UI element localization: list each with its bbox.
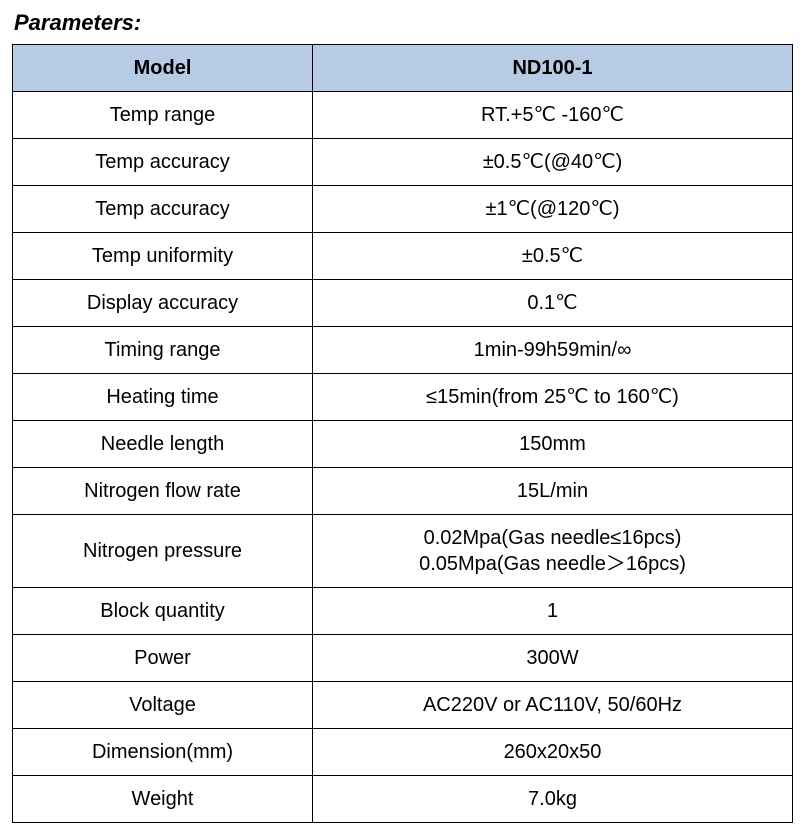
row-label: Nitrogen pressure <box>13 515 313 588</box>
row-label: Heating time <box>13 374 313 421</box>
table-row: Heating time≤15min(from 25℃ to 160℃) <box>13 374 793 421</box>
table-row: Nitrogen pressure0.02Mpa(Gas needle≤16pc… <box>13 515 793 588</box>
table-row: Temp accuracy±1℃(@120℃) <box>13 186 793 233</box>
row-value: 0.1℃ <box>313 280 793 327</box>
row-value: ±0.5℃(@40℃) <box>313 139 793 186</box>
row-label: Needle length <box>13 421 313 468</box>
row-value: 15L/min <box>313 468 793 515</box>
table-row: Temp rangeRT.+5℃ -160℃ <box>13 92 793 139</box>
table-header-row: Model ND100-1 <box>13 45 793 92</box>
row-value: 0.02Mpa(Gas needle≤16pcs)0.05Mpa(Gas nee… <box>313 515 793 588</box>
table-row: Timing range1min-99h59min/∞ <box>13 327 793 374</box>
row-label: Temp uniformity <box>13 233 313 280</box>
row-value: ≤15min(from 25℃ to 160℃) <box>313 374 793 421</box>
row-value: 1min-99h59min/∞ <box>313 327 793 374</box>
row-value: 300W <box>313 635 793 682</box>
row-label: Display accuracy <box>13 280 313 327</box>
row-label: Weight <box>13 776 313 823</box>
row-value: 7.0kg <box>313 776 793 823</box>
table-row: Temp accuracy±0.5℃(@40℃) <box>13 139 793 186</box>
row-label: Temp accuracy <box>13 139 313 186</box>
parameters-table: Model ND100-1 Temp rangeRT.+5℃ -160℃Temp… <box>12 44 793 823</box>
row-value: ±1℃(@120℃) <box>313 186 793 233</box>
table-row: Temp uniformity±0.5℃ <box>13 233 793 280</box>
row-value: ±0.5℃ <box>313 233 793 280</box>
header-value: ND100-1 <box>313 45 793 92</box>
row-label: Power <box>13 635 313 682</box>
table-body: Temp rangeRT.+5℃ -160℃Temp accuracy±0.5℃… <box>13 92 793 823</box>
row-label: Dimension(mm) <box>13 729 313 776</box>
row-label: Temp range <box>13 92 313 139</box>
table-row: Weight7.0kg <box>13 776 793 823</box>
table-row: Power300W <box>13 635 793 682</box>
row-value: 150mm <box>313 421 793 468</box>
row-value: 1 <box>313 588 793 635</box>
table-row: Display accuracy0.1℃ <box>13 280 793 327</box>
table-row: Needle length150mm <box>13 421 793 468</box>
table-row: Dimension(mm)260x20x50 <box>13 729 793 776</box>
row-label: Timing range <box>13 327 313 374</box>
row-value: AC220V or AC110V, 50/60Hz <box>313 682 793 729</box>
row-value: RT.+5℃ -160℃ <box>313 92 793 139</box>
table-row: Nitrogen flow rate15L/min <box>13 468 793 515</box>
row-label: Temp accuracy <box>13 186 313 233</box>
row-label: Block quantity <box>13 588 313 635</box>
row-label: Voltage <box>13 682 313 729</box>
row-label: Nitrogen flow rate <box>13 468 313 515</box>
table-row: VoltageAC220V or AC110V, 50/60Hz <box>13 682 793 729</box>
table-row: Block quantity1 <box>13 588 793 635</box>
row-value: 260x20x50 <box>313 729 793 776</box>
header-label: Model <box>13 45 313 92</box>
section-title: Parameters: <box>14 10 794 36</box>
